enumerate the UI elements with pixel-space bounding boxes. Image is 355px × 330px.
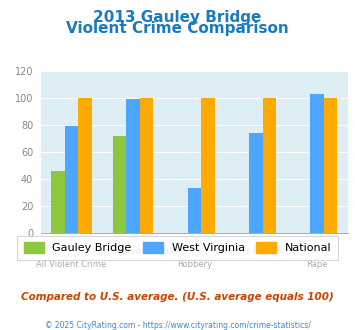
Text: 2013 Gauley Bridge: 2013 Gauley Bridge (93, 10, 262, 25)
Text: Murder & Mans...: Murder & Mans... (220, 247, 292, 255)
Text: All Violent Crime: All Violent Crime (37, 260, 106, 269)
Bar (249, 133, 263, 233)
Text: Robbery: Robbery (177, 260, 212, 269)
Legend: Gauley Bridge, West Virginia, National: Gauley Bridge, West Virginia, National (17, 236, 338, 260)
Bar (126, 99, 140, 233)
Bar (51, 171, 65, 233)
Text: Rape: Rape (306, 260, 328, 269)
Bar (78, 98, 92, 233)
Bar (187, 188, 201, 233)
Text: Violent Crime Comparison: Violent Crime Comparison (66, 21, 289, 36)
Bar (324, 98, 338, 233)
Bar (310, 94, 324, 233)
Text: Aggravated Assault: Aggravated Assault (92, 247, 174, 255)
Bar (263, 98, 276, 233)
Bar (65, 126, 78, 233)
Text: © 2025 CityRating.com - https://www.cityrating.com/crime-statistics/: © 2025 CityRating.com - https://www.city… (45, 321, 310, 330)
Bar (113, 136, 126, 233)
Bar (140, 98, 153, 233)
Text: Compared to U.S. average. (U.S. average equals 100): Compared to U.S. average. (U.S. average … (21, 292, 334, 302)
Bar (201, 98, 215, 233)
